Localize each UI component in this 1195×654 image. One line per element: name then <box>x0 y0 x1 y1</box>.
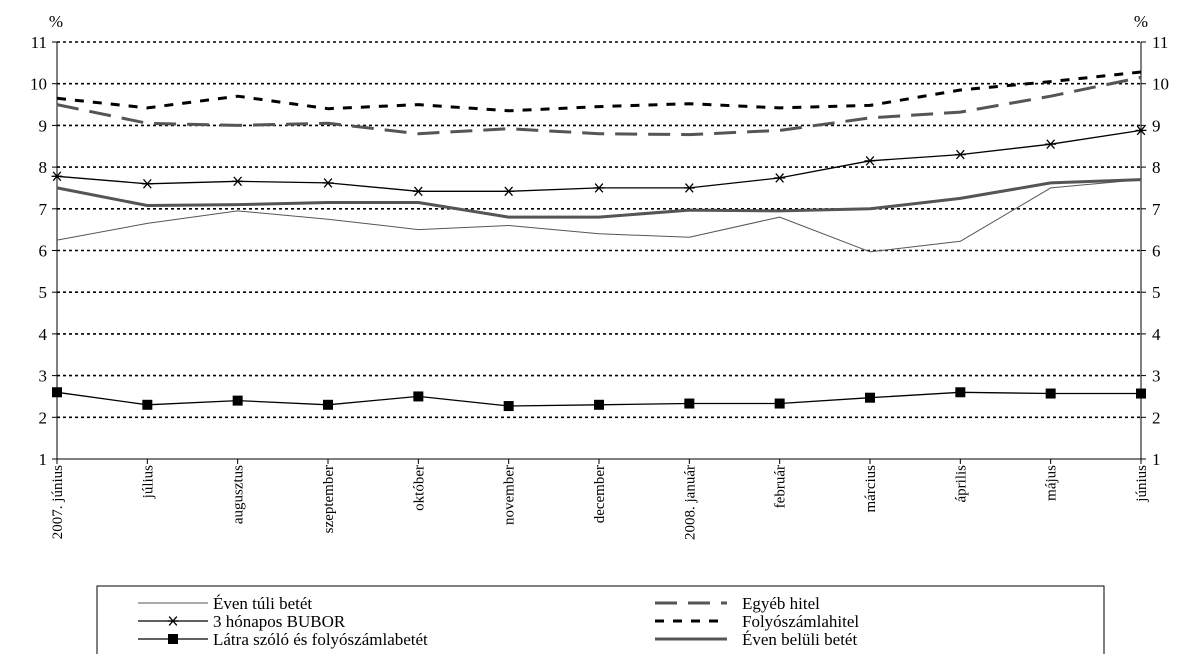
x-tick-label: június <box>1134 465 1150 503</box>
y-axis-left-ticks: 1 2 3 4 5 6 7 8 9 10 11 <box>30 33 48 469</box>
y-tick-label-right: 6 <box>1152 242 1161 261</box>
legend-label: Éven túli betét <box>213 594 312 613</box>
series-2-point <box>864 156 876 166</box>
y-tick-label-right: 8 <box>1152 158 1161 177</box>
x-tick-label: február <box>773 465 789 508</box>
legend-item: Látra szóló és folyószámlabetét <box>138 630 428 649</box>
x-tick-label: május <box>1044 465 1060 501</box>
legend-marker <box>168 634 178 644</box>
series-4-point <box>413 391 424 402</box>
y-tick-label-left: 2 <box>39 408 48 427</box>
legend-item: Éven túli betét <box>138 594 312 613</box>
series-line-1 <box>56 75 1142 137</box>
y-tick-label-left: 5 <box>39 283 48 302</box>
legend-item: Egyéb hitel <box>655 594 820 613</box>
series-2-point <box>503 186 515 197</box>
series-2-point <box>322 178 334 188</box>
series-4-point <box>323 399 333 410</box>
y-tick-label-right: 11 <box>1152 33 1168 52</box>
legend-label: 3 hónapos BUBOR <box>213 612 346 631</box>
series-4-point <box>594 399 604 410</box>
y-tick-label-left: 9 <box>39 116 48 135</box>
legend-item: Folyószámlahitel <box>655 612 859 631</box>
x-tick-label: 2007. június <box>50 465 66 539</box>
x-tick-label: április <box>953 465 969 503</box>
series-2-point <box>1045 139 1057 149</box>
series-4-point <box>52 387 62 398</box>
series-line-5 <box>56 178 1142 219</box>
x-tick-label: július <box>140 465 156 500</box>
y-tick-label-left: 11 <box>31 33 47 52</box>
y-tick-label-right: 9 <box>1152 116 1161 135</box>
y-tick-label-right: 7 <box>1152 200 1161 219</box>
y-tick-label-left: 10 <box>30 75 47 94</box>
y-tick-label-left: 3 <box>39 367 48 386</box>
x-tick-label: december <box>592 465 608 523</box>
y-tick-label-left: 6 <box>39 242 48 261</box>
y-tick-label-right: 4 <box>1152 325 1161 344</box>
series-4-point <box>684 398 695 409</box>
series-2-point <box>683 183 695 193</box>
y-unit-right: % <box>1134 12 1148 31</box>
x-tick-label: november <box>502 465 518 525</box>
legend-item: Éven belüli betét <box>655 630 857 649</box>
y-tick-label-right: 10 <box>1152 75 1169 94</box>
series-4-point <box>955 387 966 398</box>
y-tick-label-left: 8 <box>39 158 48 177</box>
series-2-point <box>51 171 63 182</box>
legend-marker <box>167 616 179 626</box>
y-tick-label-left: 1 <box>39 450 48 469</box>
legend: Éven túli betét Egyéb hitel 3 hónapos BUBO… <box>96 585 1105 654</box>
series-group <box>51 70 1147 412</box>
series-line-2 <box>56 129 1142 192</box>
series-4-point <box>865 392 875 403</box>
legend-label: Látra szóló és folyószámlabetét <box>213 630 428 649</box>
y-tick-label-right: 5 <box>1152 283 1161 302</box>
series-2-point <box>412 186 424 197</box>
y-tick-label-left: 7 <box>39 200 48 219</box>
y-tick-label-right: 1 <box>1152 450 1161 469</box>
x-tick-label: március <box>863 465 879 513</box>
series-2-point <box>1135 125 1147 136</box>
legend-label: Egyéb hitel <box>742 594 820 613</box>
series-line-0 <box>56 179 1142 253</box>
x-tick-label: 2008. január <box>682 465 698 540</box>
series-2-point <box>774 173 786 183</box>
y-axis-right-ticks: 1 2 3 4 5 6 7 8 9 10 11 <box>1152 33 1169 469</box>
series-4-point <box>232 395 243 406</box>
series-2-point <box>954 149 966 160</box>
y-tick-label-right: 2 <box>1152 408 1161 427</box>
x-axis-ticks: 2007. június július augusztus szeptember okt… <box>50 465 1150 540</box>
series-4-point <box>503 401 514 412</box>
y-unit-left: % <box>49 12 63 31</box>
series-4-point <box>774 398 785 409</box>
series-line-3 <box>56 70 1142 113</box>
legend-label: Folyószámlahitel <box>742 612 859 631</box>
y-tick-label-right: 3 <box>1152 367 1161 386</box>
x-tick-label: augusztus <box>231 465 247 524</box>
legend-label: Éven belüli betét <box>742 630 857 649</box>
series-4-point <box>1045 388 1056 399</box>
series-2-point <box>593 183 605 193</box>
x-tick-label: szeptember <box>321 465 337 533</box>
legend-box <box>96 585 1105 654</box>
grid-lines <box>57 41 1141 419</box>
series-4-point <box>142 399 153 410</box>
x-tick-label: október <box>411 465 427 511</box>
y-tick-label-left: 4 <box>39 325 48 344</box>
series-2-point <box>141 178 153 189</box>
series-2-point <box>232 176 244 187</box>
legend-item: 3 hónapos BUBOR <box>138 612 346 631</box>
series-4-point <box>1136 388 1146 399</box>
